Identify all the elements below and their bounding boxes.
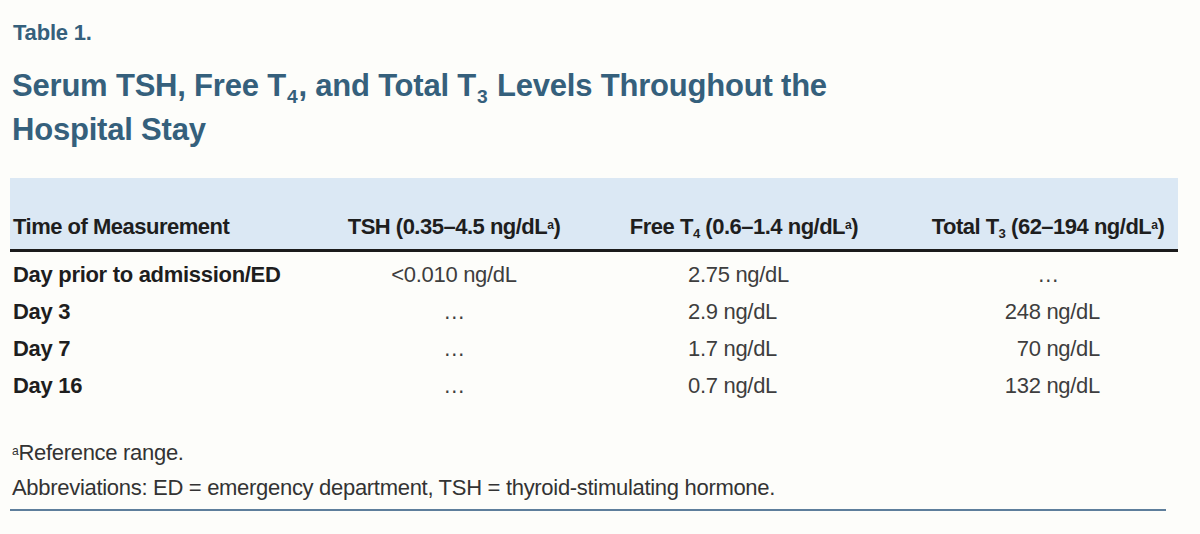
- free-t4-value: 2.9 ng/dL: [570, 293, 918, 330]
- subscript-4: 4: [287, 86, 297, 107]
- total-t3-value: 70 ng/dL: [918, 330, 1178, 367]
- footnote-abbreviations: Abbreviations: ED = emergency department…: [12, 472, 775, 503]
- row-label: Day 3: [10, 293, 338, 330]
- row-label: Day 16: [10, 367, 338, 404]
- superscript-a: a: [12, 444, 18, 458]
- table-row: Day prior to admission/ED <0.010 ng/dL 2…: [10, 251, 1178, 294]
- table-row: Day 7 … 1.7 ng/dL 70 ng/dL: [10, 330, 1178, 367]
- data-table-container: Time of Measurement TSH (0.35–4.5 ng/dLa…: [10, 178, 1178, 404]
- subscript-4: 4: [693, 226, 700, 241]
- footnotes: aReference range. Abbreviations: ED = em…: [12, 437, 775, 503]
- tsh-value: …: [338, 330, 570, 367]
- free-t4-value: 1.7 ng/dL: [570, 330, 918, 367]
- superscript-a: a: [1151, 218, 1157, 232]
- table-row: Day 3 … 2.9 ng/dL 248 ng/dL: [10, 293, 1178, 330]
- free-t4-value: 2.75 ng/dL: [570, 251, 918, 294]
- row-label: Day prior to admission/ED: [10, 251, 338, 294]
- tsh-value: <0.010 ng/dL: [338, 251, 570, 294]
- subscript-3: 3: [477, 86, 487, 107]
- footnote-reference-range: aReference range.: [12, 437, 775, 472]
- column-header-total-t3: Total T3 (62–194 ng/dLa): [918, 178, 1178, 251]
- title-line-1: Serum TSH, Free T4, and Total T3 Levels …: [12, 66, 827, 110]
- total-t3-value: 248 ng/dL: [918, 293, 1178, 330]
- table-row: Day 16 … 0.7 ng/dL 132 ng/dL: [10, 367, 1178, 404]
- subscript-3: 3: [999, 226, 1006, 241]
- table-number-label: Table 1.: [13, 20, 92, 46]
- superscript-a: a: [547, 218, 553, 232]
- column-header-tsh: TSH (0.35–4.5 ng/dLa): [338, 178, 570, 251]
- superscript-a: a: [845, 218, 851, 232]
- page: Table 1. Serum TSH, Free T4, and Total T…: [0, 0, 1200, 534]
- bottom-rule-divider: [10, 509, 1166, 511]
- total-t3-value: …: [918, 251, 1178, 294]
- header-row: Time of Measurement TSH (0.35–4.5 ng/dLa…: [10, 178, 1178, 251]
- total-t3-value: 132 ng/dL: [918, 367, 1178, 404]
- tsh-value: …: [338, 293, 570, 330]
- column-header-free-t4: Free T4 (0.6–1.4 ng/dLa): [570, 178, 918, 251]
- column-header-time: Time of Measurement: [10, 178, 338, 251]
- row-label: Day 7: [10, 330, 338, 367]
- title-line-2: Hospital Stay: [12, 110, 827, 150]
- free-t4-value: 0.7 ng/dL: [570, 367, 918, 404]
- data-table: Time of Measurement TSH (0.35–4.5 ng/dLa…: [10, 178, 1178, 404]
- table-title: Serum TSH, Free T4, and Total T3 Levels …: [12, 66, 827, 150]
- tsh-value: …: [338, 367, 570, 404]
